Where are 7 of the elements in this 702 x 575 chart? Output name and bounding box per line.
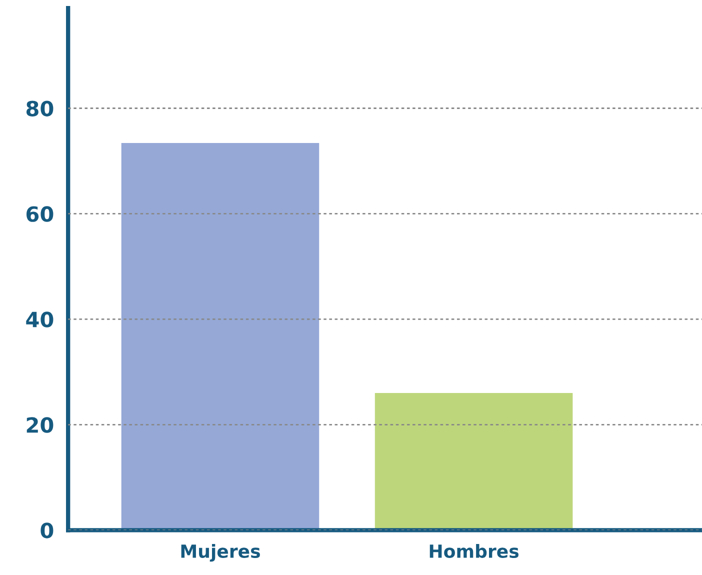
x-tick-label: Hombres bbox=[430, 544, 519, 558]
y-tick-label: 60 bbox=[26, 206, 54, 222]
y-tick-label: 0 bbox=[40, 522, 54, 538]
y-tick-label: 20 bbox=[26, 417, 54, 433]
y-tick-label: 80 bbox=[26, 100, 54, 116]
y-tick-label: 40 bbox=[26, 312, 54, 328]
x-tick-label: Mujeres bbox=[181, 544, 260, 562]
